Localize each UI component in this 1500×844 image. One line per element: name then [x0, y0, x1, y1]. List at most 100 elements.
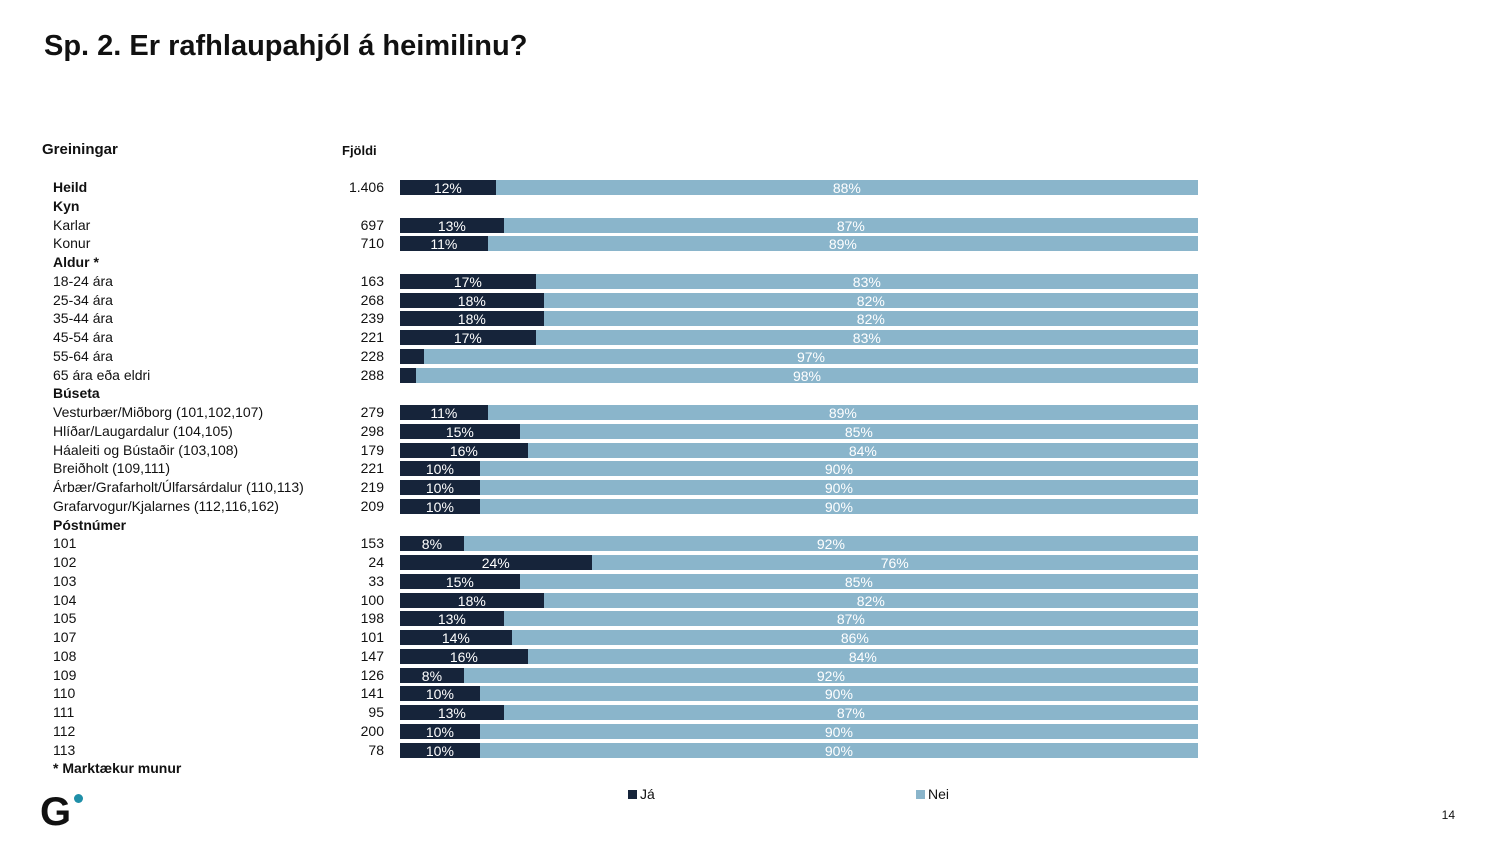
data-label-nei: 90%	[824, 480, 853, 496]
row-count: 200	[360, 722, 384, 739]
legend-label-ja: Já	[640, 786, 655, 802]
bar-segment-ja: 16%	[400, 648, 528, 665]
count-header: Fjöldi	[342, 143, 377, 158]
stacked-bar: 24% 76%	[400, 555, 1198, 571]
stacked-bar: 97%	[400, 348, 1198, 365]
group-header-row: Búseta	[0, 384, 1500, 403]
bar-segment-ja: 16%	[400, 442, 528, 459]
data-label-nei: 88%	[832, 180, 861, 196]
data-label-ja: 16%	[449, 648, 478, 665]
stacked-bar: 8% 92%	[400, 667, 1198, 683]
data-label-nei: 76%	[880, 555, 909, 571]
data-label-ja: 11%	[430, 405, 458, 421]
legend-swatch-ja	[628, 789, 637, 799]
data-label-ja: 24%	[481, 555, 510, 571]
data-label-nei: 89%	[828, 236, 857, 253]
stacked-bar: 10% 90%	[400, 498, 1198, 515]
data-label-ja: 14%	[441, 630, 470, 646]
stacked-bar: 98%	[400, 367, 1198, 383]
row-label: 109	[53, 666, 77, 683]
data-label-ja: 18%	[457, 292, 486, 309]
bar-segment-nei: 84%	[527, 442, 1198, 458]
bar-segment-nei: 90%	[479, 742, 1198, 759]
bar-segment-nei: 90%	[479, 461, 1198, 477]
row-label: 104	[53, 591, 77, 608]
data-label-ja: 11%	[430, 236, 458, 253]
stacked-bar: 10% 90%	[400, 461, 1198, 478]
row-count: 163	[360, 272, 384, 289]
row-label: Breiðholt (109,111)	[53, 460, 170, 477]
category-header: Greiningar	[42, 141, 118, 158]
row-label: 18-24 ára	[53, 272, 113, 289]
row-label: Konur	[53, 235, 91, 252]
data-label-nei: 90%	[824, 723, 853, 740]
data-label-nei: 89%	[828, 405, 857, 421]
bar-segment-nei: 83%	[535, 330, 1198, 346]
row-label: Háaleiti og Bústaðir (103,108)	[53, 441, 239, 458]
data-label-nei: 90%	[824, 498, 853, 515]
chart-row: 65 ára eða eldri 288 98%	[0, 366, 1500, 385]
chart-row: Háaleiti og Bústaðir (103,108) 179 16% 84…	[0, 441, 1500, 460]
stacked-bar: 18% 82%	[400, 292, 1198, 309]
bar-segment-ja: 8%	[400, 667, 464, 683]
row-label: 102	[53, 554, 77, 570]
stacked-bar: 13% 87%	[400, 217, 1198, 234]
row-label: 111	[53, 704, 75, 720]
bar-segment-ja: 12%	[400, 180, 496, 196]
row-label: Búseta	[53, 385, 100, 402]
group-header-row: Aldur *	[0, 253, 1500, 272]
bar-segment-nei: 76%	[591, 555, 1198, 571]
stacked-bar: 18% 82%	[400, 592, 1198, 609]
stacked-bar: 10% 90%	[400, 742, 1198, 759]
chart-row: 109 126 8% 92%	[0, 666, 1500, 685]
bar-segment-ja: 10%	[400, 480, 480, 496]
data-label-ja: 17%	[453, 273, 482, 290]
row-count: 228	[360, 347, 384, 364]
group-header-row: Kyn	[0, 197, 1500, 216]
row-label: 101	[53, 535, 77, 552]
bar-segment-nei: 83%	[535, 273, 1198, 290]
row-label: 112	[53, 722, 76, 739]
data-label-nei: 83%	[852, 273, 881, 290]
page-title: Sp. 2. Er rafhlaupahjól á heimilinu?	[44, 30, 528, 62]
chart-row: 55-64 ára 228 97%	[0, 347, 1500, 366]
row-count: 209	[360, 497, 384, 514]
stacked-bar: 15% 85%	[400, 423, 1198, 440]
stacked-bar: 17% 83%	[400, 330, 1198, 346]
data-label-ja: 17%	[453, 330, 482, 346]
data-label-ja: 18%	[457, 311, 486, 328]
stacked-bar: 12% 88%	[400, 180, 1198, 196]
data-label-ja: 10%	[425, 461, 454, 478]
row-label: 103	[53, 572, 77, 589]
logo: G	[40, 790, 72, 834]
data-label-nei: 97%	[796, 348, 825, 365]
row-count: 239	[360, 310, 384, 327]
row-label: 110	[53, 685, 76, 702]
data-label-ja: 10%	[425, 686, 454, 703]
chart-row: Árbær/Grafarholt/Úlfarsárdalur (110,113)…	[0, 478, 1500, 497]
data-label-nei: 90%	[824, 742, 853, 759]
chart-row: 45-54 ára 221 17% 83%	[0, 328, 1500, 347]
stacked-bar: 16% 84%	[400, 648, 1198, 665]
data-label-ja: 18%	[457, 592, 486, 609]
data-label-ja: 13%	[437, 705, 466, 721]
data-label-ja: 10%	[425, 742, 454, 759]
data-label-ja: 15%	[445, 573, 474, 590]
row-count: 141	[360, 685, 384, 702]
stacked-bar: 10% 90%	[400, 723, 1198, 740]
row-count: 179	[360, 441, 384, 458]
data-label-nei: 87%	[836, 705, 865, 721]
bar-segment-ja	[400, 367, 416, 383]
bar-segment-ja: 17%	[400, 330, 536, 346]
chart-row: 113 78 10% 90%	[0, 741, 1500, 760]
row-count: 78	[368, 741, 384, 758]
row-label: 108	[53, 647, 77, 664]
bar-segment-ja: 24%	[400, 555, 592, 571]
data-label-ja: 13%	[437, 611, 466, 628]
data-label-nei: 85%	[844, 423, 873, 440]
bar-segment-nei: 92%	[463, 667, 1198, 683]
data-label-ja: 16%	[449, 442, 478, 459]
row-label: Árbær/Grafarholt/Úlfarsárdalur (110,113)	[53, 479, 304, 495]
data-label-ja: 13%	[437, 217, 466, 234]
bar-segment-ja: 13%	[400, 611, 504, 628]
